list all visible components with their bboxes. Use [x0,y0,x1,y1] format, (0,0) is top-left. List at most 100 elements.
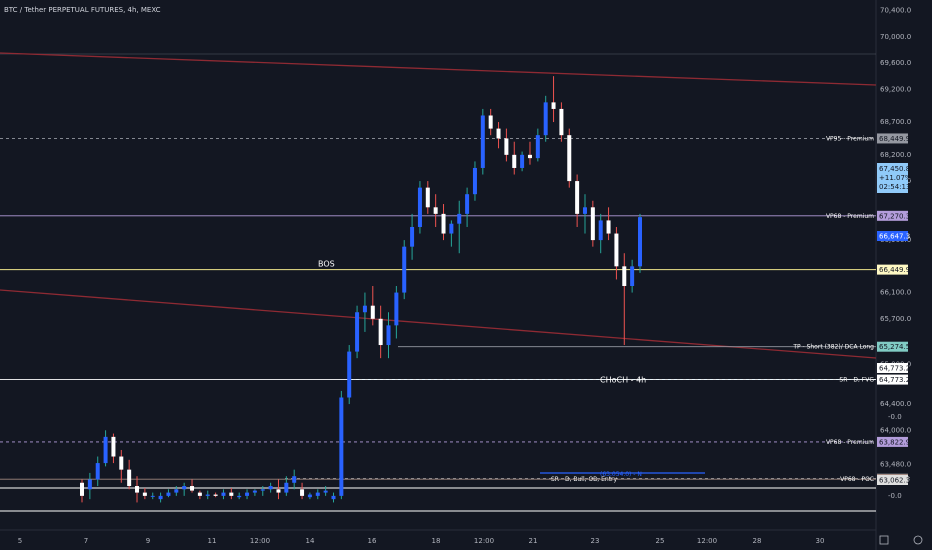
candle-body [292,476,297,483]
time-tick-label: 16 [368,537,377,545]
price-tick-label: 63,480.0 [880,460,911,468]
mid-price-label: 64,773.2 [879,365,910,373]
level-price-label: 66,449.9 [879,266,910,274]
level-price-label-box [877,374,908,385]
candle-body [638,217,642,267]
candle-body [590,207,595,241]
candle-body [190,486,195,491]
time-tick-label: 18 [432,537,441,545]
price-tick-label: 64,400.0 [880,400,911,408]
level-price-label-box [877,436,908,447]
time-tick-label: 25 [656,537,665,545]
level-label: VP95 - Premium [826,135,874,142]
level-price-label-box [877,264,908,275]
price-tick-label: 69,600.0 [880,59,911,67]
candle-body [425,187,430,208]
candle-body [622,266,627,287]
candle-body [457,213,462,224]
level-price-label: 68,449.9 [879,135,910,143]
level-price-label: 63,822.9 [879,438,910,446]
last-price-box [877,163,908,193]
candle-body [410,226,415,247]
candle-body [150,495,155,497]
low-price-label-box [877,475,908,485]
upper-trendline [0,52,877,86]
level-label: TP - Short (382)/ DCA Long [792,344,874,351]
price-tick-label: 66,100.0 [880,289,911,297]
level-label: BOS [318,260,335,269]
candle-body [504,138,509,155]
candle-body [205,494,210,496]
price-tick-label: 65,700.0 [880,315,911,323]
candle-body [606,220,611,234]
candle-body [433,207,438,214]
candle-body [575,181,580,214]
current-price-box [877,231,908,241]
time-tick-label: 7 [84,537,88,545]
level-price-label: 65,274.5 [879,343,910,351]
candle-body [237,495,242,498]
candle-body [300,489,305,496]
lower-trendline [0,289,877,359]
time-axis-background [0,530,932,550]
candle-body [394,292,399,326]
level-price-label: 67,270.3 [879,212,910,220]
candle-body [245,492,250,496]
level-label: VP68 - POC [840,476,874,483]
level-price-label-box [877,133,908,144]
countdown: 02:54:13 [879,183,910,191]
candle-body [472,167,477,195]
candle-body [559,108,564,136]
candle-body [213,494,218,496]
candle-body [95,463,100,480]
low-price-label: 63,062.3 [879,477,910,485]
price-small-tick: -0.0 [888,492,902,500]
time-tick-label: 12:00 [474,537,494,545]
current-price: 66,647.3 [879,233,910,241]
candle-body [567,135,572,182]
candle-body [260,489,265,491]
level-label: VP68 - Premium [826,213,874,220]
candle-body [103,436,108,464]
level-label: CHoCH - 4h [600,376,646,385]
price-tick-label: 69,200.0 [880,85,911,93]
time-tick-label: 30 [816,537,825,545]
chart-title: BTC / Tether PERPETUAL FUTURES, 4h, MEXC [4,6,161,14]
candle-body [598,220,603,241]
candle-body [87,479,92,490]
candle-body [197,492,202,496]
candle-body [135,486,140,493]
candle-body [543,102,548,136]
candle-body [268,486,273,490]
price-tick-label: 68,700.0 [880,118,911,126]
level-price-label: 64,773.2 [879,376,910,384]
candle-body [307,494,312,498]
level-price-label-box [877,341,908,352]
mid-price-label-box [877,363,908,373]
time-tick-label: 12:00 [697,537,717,545]
candle-body [535,135,540,159]
candle-body [174,489,179,493]
candle-body [496,128,501,139]
candle-body [630,266,635,287]
time-tick-label: 11 [208,537,217,545]
candle-body [386,325,391,346]
price-tick-label: 70,400.0 [880,7,911,15]
price-small-tick: -0.0 [888,413,902,421]
candle-body [465,194,470,214]
candle-body [111,436,116,457]
candle-body [331,495,336,500]
candle-body [182,486,187,490]
level-label: VP68 - Premium [826,439,874,446]
candle-body [276,489,281,493]
level-label: SR - D, FVG [839,377,874,384]
level-price-label-box [877,210,908,221]
time-tick-label: 5 [18,537,22,545]
candle-body [284,482,289,493]
candle-body [221,492,226,496]
time-tick-label: 9 [146,537,150,545]
candle-body [119,456,124,470]
price-tick-label: 68,200.0 [880,151,911,159]
time-tick-label: 14 [306,537,315,545]
